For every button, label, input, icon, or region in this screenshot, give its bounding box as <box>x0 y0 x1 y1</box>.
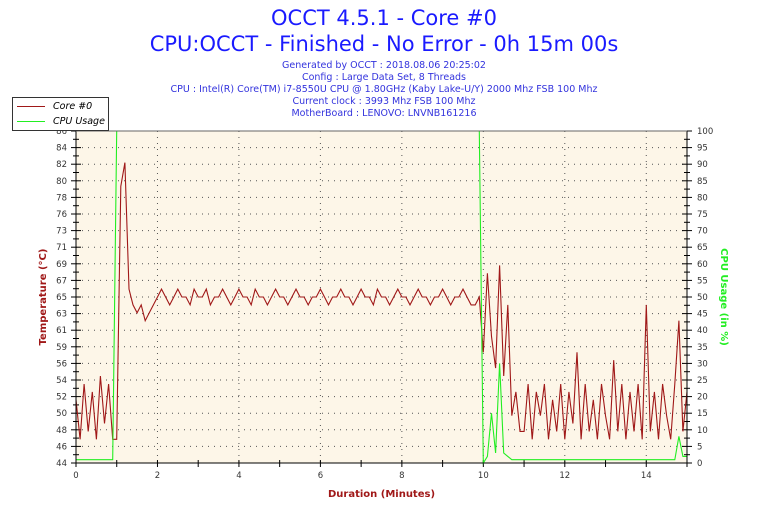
y2-tick-label: 20 <box>697 393 708 403</box>
y-tick-label: 76 <box>56 210 67 220</box>
y-tick-label: 48 <box>56 426 67 436</box>
y2-tick-label: 35 <box>697 343 708 353</box>
y2-tick-label: 75 <box>697 210 708 220</box>
x-tick-label: 8 <box>399 471 404 481</box>
y2-tick-label: 50 <box>697 293 708 303</box>
x-tick-label: 0 <box>73 471 78 481</box>
y2-tick-label: 80 <box>697 193 708 203</box>
y-tick-label: 56 <box>56 359 67 369</box>
y-tick-label: 54 <box>56 376 67 386</box>
y2-tick-label: 25 <box>697 376 708 386</box>
legend-item-cpu-usage: CPU Usage <box>17 114 105 128</box>
info-motherboard: MotherBoard : LENOVO: LNVNB161216 <box>291 108 477 119</box>
legend: Core #0 CPU Usage <box>12 97 109 131</box>
y-axis-title: Temperature (°C) <box>38 249 49 346</box>
legend-swatch-cpu-usage <box>17 120 45 122</box>
y-tick-label: 46 <box>56 442 67 452</box>
y2-tick-label: 95 <box>697 144 708 154</box>
x-tick-label: 12 <box>559 471 570 481</box>
y-tick-label: 63 <box>56 310 67 320</box>
y-tick-label: 61 <box>56 326 67 336</box>
y2-tick-label: 55 <box>697 276 708 286</box>
y-tick-label: 86 <box>56 127 67 137</box>
y-tick-label: 80 <box>56 177 67 187</box>
y2-tick-label: 0 <box>697 459 702 469</box>
y2-tick-label: 10 <box>697 426 708 436</box>
y2-tick-label: 65 <box>697 243 708 253</box>
info-clock: Current clock : 3993 Mhz FSB 100 Mhz <box>292 96 476 107</box>
info-config: Config : Large Data Set, 8 Threads <box>301 72 467 83</box>
x-axis-title: Duration (Minutes) <box>328 489 435 500</box>
x-tick-label: 6 <box>318 471 323 481</box>
x-tick-label: 10 <box>478 471 489 481</box>
y2-tick-label: 40 <box>697 326 708 336</box>
chart-subtitle: CPU:OCCT - Finished - No Error - 0h 15m … <box>149 32 619 56</box>
y-tick-label: 84 <box>56 144 67 154</box>
y2-tick-label: 15 <box>697 409 708 419</box>
y-tick-label: 71 <box>56 243 67 253</box>
y2-tick-label: 5 <box>697 442 702 452</box>
y-tick-label: 73 <box>56 227 67 237</box>
legend-label-core0: Core #0 <box>53 100 93 112</box>
info-generated: Generated by OCCT : 2018.08.06 20:25:02 <box>282 60 486 71</box>
y2-axis-title: CPU Usage (in %) <box>718 248 729 346</box>
y-tick-label: 82 <box>56 160 67 170</box>
y2-tick-label: 70 <box>697 227 708 237</box>
y-tick-label: 59 <box>56 343 67 353</box>
x-tick-label: 14 <box>641 471 652 481</box>
series-line-core0 <box>75 162 688 440</box>
y2-tick-label: 90 <box>697 160 708 170</box>
y-tick-label: 67 <box>56 276 67 286</box>
legend-label-cpu-usage: CPU Usage <box>53 115 105 127</box>
y2-tick-label: 45 <box>697 310 708 320</box>
chart-title: OCCT 4.5.1 - Core #0 <box>271 6 497 30</box>
x-tick-label: 4 <box>236 471 241 481</box>
legend-item-core0: Core #0 <box>17 99 92 113</box>
y-tick-label: 50 <box>56 409 67 419</box>
info-cpu: CPU : Intel(R) Core(TM) i7-8550U CPU @ 1… <box>170 84 598 95</box>
y-tick-label: 44 <box>56 459 67 469</box>
y2-tick-label: 85 <box>697 177 708 187</box>
x-tick-label: 2 <box>155 471 160 481</box>
y2-tick-label: 100 <box>697 127 713 137</box>
y2-tick-label: 60 <box>697 260 708 270</box>
y-tick-label: 65 <box>56 293 67 303</box>
y-tick-label: 78 <box>56 193 67 203</box>
y2-tick-label: 30 <box>697 359 708 369</box>
y-tick-label: 69 <box>56 260 67 270</box>
y-tick-label: 52 <box>56 393 67 403</box>
legend-swatch-core0 <box>17 105 45 107</box>
